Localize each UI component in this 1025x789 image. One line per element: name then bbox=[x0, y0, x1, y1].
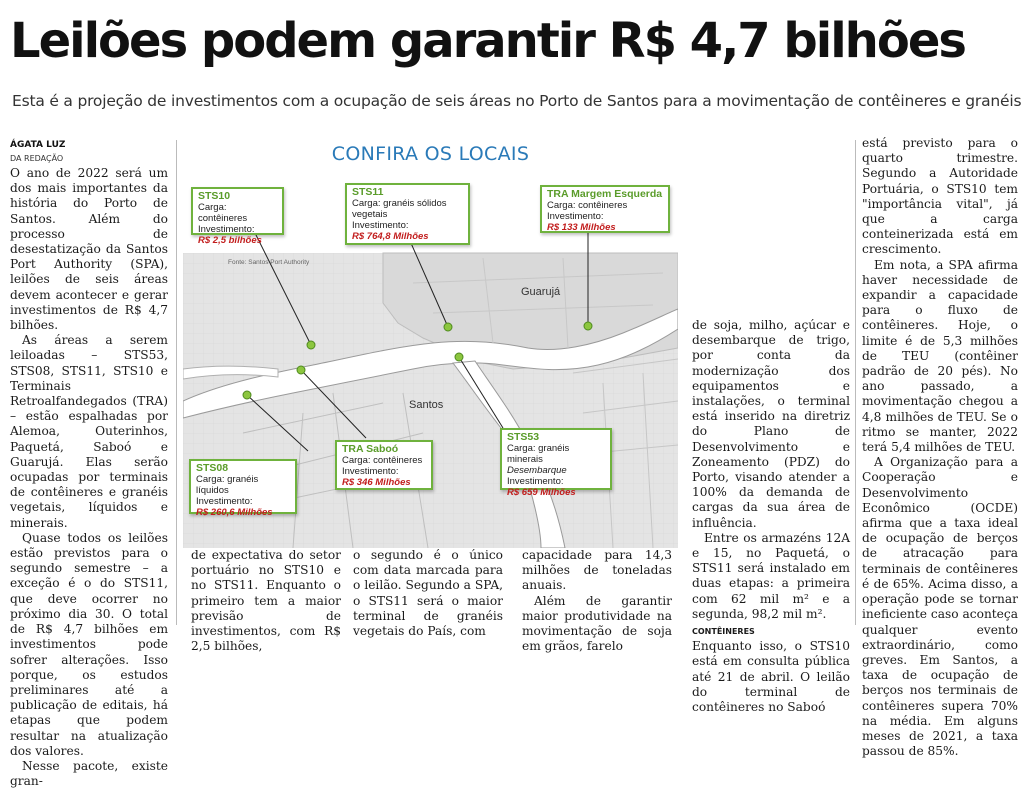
card-investment-label: Investimento: bbox=[342, 466, 399, 477]
paragraph: Entre os armazéns 12A e 15, no Paquetá, … bbox=[692, 530, 850, 621]
card-sts53: STS53 Carga: granéis minerais Desembarqu… bbox=[500, 428, 612, 498]
paragraph: O ano de 2022 será um dos mais important… bbox=[10, 166, 168, 333]
section-label: CONTÊINERES bbox=[692, 627, 755, 637]
card-cargo: Carga: granéis sólidos vegetais bbox=[352, 198, 447, 220]
paragraph: Além de garantir maior produtividade na … bbox=[522, 593, 672, 654]
card-investment-label: Investimento: bbox=[507, 476, 564, 487]
card-sts11: STS11 Carga: granéis sólidos vegetais In… bbox=[345, 183, 470, 245]
paragraph: o segundo é o único com data marcada par… bbox=[353, 548, 503, 639]
map-source: Fonte: Santos Port Authority bbox=[228, 259, 310, 266]
card-sts08: STS08 Carga: granéis líquidos Investimen… bbox=[189, 459, 297, 518]
card-investment-label: Investimento: bbox=[547, 211, 604, 222]
card-cargo: Carga: contêineres bbox=[342, 455, 423, 466]
paragraph: de expectativa do setor portuário no STS… bbox=[191, 548, 341, 654]
card-cargo-detail: Desembarque bbox=[507, 465, 567, 476]
card-investment-label: Investimento: bbox=[352, 220, 409, 231]
paragraph: capacidade para 14,3 milhões de tonelada… bbox=[522, 548, 672, 593]
column-divider bbox=[855, 140, 856, 625]
infographic-title: CONFIRA OS LOCAIS bbox=[331, 143, 530, 165]
card-investment-value: R$ 260,6 Milhões bbox=[196, 507, 273, 518]
paragraph: Quase todos os leilões estão previstos p… bbox=[10, 530, 168, 758]
place-label-santos: Santos bbox=[409, 399, 444, 411]
card-investment-value: R$ 659 Milhões bbox=[507, 487, 576, 498]
card-code: STS08 bbox=[196, 462, 229, 474]
article-column-3: o segundo é o único com data marcada par… bbox=[353, 548, 503, 639]
card-cargo: Carga: granéis líquidos bbox=[196, 474, 259, 496]
card-code: STS53 bbox=[507, 431, 540, 443]
subhead: Esta é a projeção de investimentos com a… bbox=[12, 92, 1022, 110]
card-code: TRA Margem Esquerda bbox=[547, 188, 663, 200]
card-cargo: Carga: contêineres bbox=[198, 202, 248, 224]
card-investment-value: R$ 764,8 Milhões bbox=[352, 231, 429, 242]
paragraph: de soja, milho, açúcar e desembarque de … bbox=[692, 318, 850, 530]
card-code: STS10 bbox=[198, 190, 231, 202]
byline-role: DA REDAÇÃO bbox=[10, 154, 64, 163]
card-cargo: Carga: granéis minerais bbox=[507, 443, 570, 465]
card-investment-label: Investimento: bbox=[198, 224, 255, 235]
card-investment-label: Investimento: bbox=[196, 496, 253, 507]
paragraph: Em nota, a SPA afirma haver necessidade … bbox=[862, 257, 1018, 455]
article-column-6: está previsto para o quarto trimestre. S… bbox=[862, 136, 1018, 759]
paragraph: A Organização para a Cooperação e Desenv… bbox=[862, 455, 1018, 759]
paragraph: As áreas a serem leiloadas – STS53, STS0… bbox=[10, 333, 168, 530]
card-investment-value: R$ 2,5 bilhões bbox=[198, 235, 262, 246]
paragraph: Nesse pacote, existe gran- bbox=[10, 758, 168, 789]
place-label-guaruja: Guarujá bbox=[521, 286, 561, 298]
headline: Leilões podem garantir R$ 4,7 bilhões bbox=[10, 13, 967, 69]
paragraph: Enquanto isso, o STS10 está em consulta … bbox=[692, 639, 850, 715]
card-investment-value: R$ 133 Milhões bbox=[547, 222, 616, 233]
article-column-2: de expectativa do setor portuário no STS… bbox=[191, 548, 341, 654]
infographic: CONFIRA OS LOCAIS Fonte: Santos Port Aut… bbox=[183, 133, 678, 548]
column-divider bbox=[176, 140, 177, 625]
article-column-4: capacidade para 14,3 milhões de tonelada… bbox=[522, 548, 672, 654]
paragraph: está previsto para o quarto trimestre. S… bbox=[862, 136, 1018, 257]
card-sts10: STS10 Carga: contêineres Investimento: R… bbox=[191, 187, 284, 246]
byline: ÁGATA LUZ bbox=[10, 140, 66, 150]
card-tra-margem-esquerda: TRA Margem Esquerda Carga: contêineres I… bbox=[540, 185, 670, 233]
article-column-5: de soja, milho, açúcar e desembarque de … bbox=[692, 318, 850, 715]
article-column-1: O ano de 2022 será um dos mais important… bbox=[10, 166, 168, 789]
card-cargo: Carga: contêineres bbox=[547, 200, 628, 211]
card-tra-saboo: TRA Saboó Carga: contêineres Investiment… bbox=[335, 440, 433, 490]
card-code: TRA Saboó bbox=[342, 443, 399, 455]
card-code: STS11 bbox=[352, 186, 384, 198]
card-investment-value: R$ 346 Milhões bbox=[342, 477, 411, 488]
